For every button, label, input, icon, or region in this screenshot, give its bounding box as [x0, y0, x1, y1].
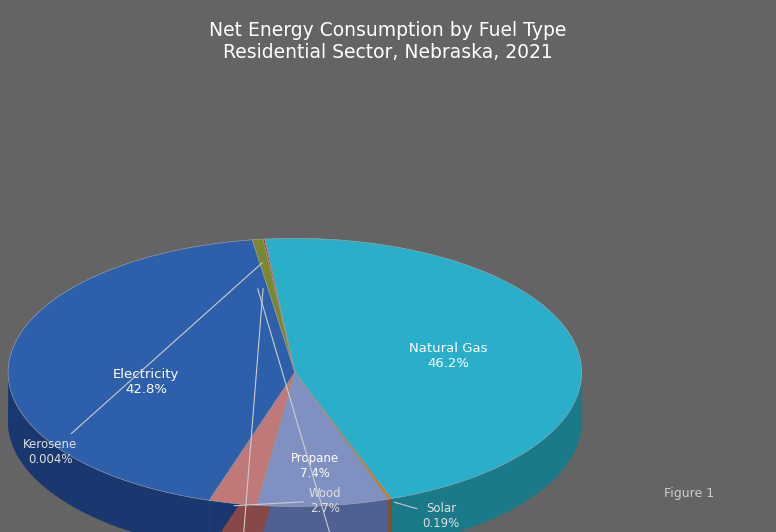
Polygon shape	[295, 372, 391, 532]
Polygon shape	[210, 421, 295, 532]
Polygon shape	[210, 372, 295, 532]
Polygon shape	[388, 498, 391, 532]
Polygon shape	[210, 372, 295, 532]
Polygon shape	[257, 499, 388, 532]
Text: Net Energy Consumption by Fuel Type
Residential Sector, Nebraska, 2021: Net Energy Consumption by Fuel Type Resi…	[210, 21, 566, 62]
Polygon shape	[8, 289, 295, 532]
Polygon shape	[257, 372, 295, 532]
Polygon shape	[295, 372, 388, 532]
Text: Natural Gas
46.2%: Natural Gas 46.2%	[410, 342, 488, 370]
Text: Solar
0.19%: Solar 0.19%	[394, 502, 459, 529]
Text: Geothermal
0.6%: Geothermal 0.6%	[258, 289, 376, 532]
Polygon shape	[210, 500, 257, 532]
Polygon shape	[252, 239, 295, 372]
Polygon shape	[295, 421, 391, 532]
Polygon shape	[263, 239, 295, 372]
Polygon shape	[265, 238, 582, 498]
Text: Electricity
42.8%: Electricity 42.8%	[113, 368, 179, 396]
Polygon shape	[257, 372, 388, 506]
Polygon shape	[295, 372, 391, 499]
Polygon shape	[265, 239, 295, 372]
Text: Propane
7.4%: Propane 7.4%	[291, 452, 339, 480]
Text: Heating Oil
0.1%: Heating Oil 0.1%	[207, 288, 274, 532]
Text: Kerosene
0.004%: Kerosene 0.004%	[23, 263, 262, 466]
Polygon shape	[8, 374, 210, 532]
Polygon shape	[8, 240, 295, 500]
Polygon shape	[295, 372, 391, 532]
Polygon shape	[257, 421, 388, 532]
Polygon shape	[391, 373, 582, 532]
Text: Figure 1: Figure 1	[663, 487, 714, 500]
Polygon shape	[210, 372, 295, 505]
Text: Wood
2.7%: Wood 2.7%	[234, 487, 341, 514]
Polygon shape	[295, 372, 388, 532]
Polygon shape	[265, 287, 582, 532]
Polygon shape	[257, 372, 295, 532]
